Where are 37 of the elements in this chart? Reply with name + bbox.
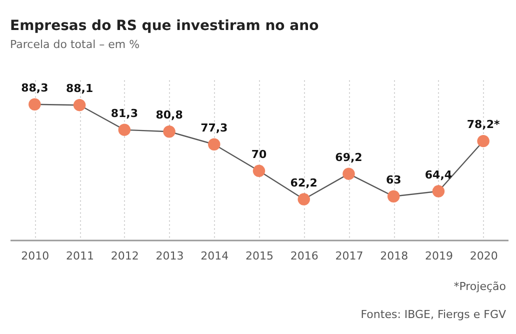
point [208, 138, 220, 150]
x-tick-label: 2014 [200, 250, 229, 262]
x-tick-label: 2010 [21, 250, 50, 262]
chart-title: Empresas do RS que investiram no ano [10, 18, 320, 34]
chart-subtitle: Parcela do total – em % [10, 38, 140, 51]
point [73, 98, 86, 112]
point [342, 168, 355, 180]
point [432, 185, 445, 198]
point [252, 164, 266, 178]
x-tick-label: 2012 [110, 250, 139, 262]
point [118, 124, 131, 136]
data-label: 70 [251, 148, 267, 161]
data-label: 63 [386, 173, 402, 186]
x-tick-label: 2016 [290, 250, 318, 262]
x-tick-label: 2011 [66, 250, 94, 262]
x-tick-label: 2019 [424, 250, 453, 262]
x-tick-label: 2017 [335, 250, 364, 262]
data-label: 77,3 [200, 121, 228, 134]
data-label: 69,2 [335, 150, 362, 164]
data-label: 81,3 [110, 106, 138, 120]
point [28, 98, 41, 110]
data-label: 88,3 [21, 81, 48, 94]
data-label: 78,2* [466, 118, 500, 132]
point [477, 134, 490, 148]
x-tick-label: 2013 [156, 250, 184, 262]
data-label: 62,2 [290, 176, 318, 190]
point [298, 193, 310, 206]
point [163, 126, 176, 138]
data-label: 88,1 [66, 82, 94, 96]
data-label: 80,8 [156, 108, 183, 122]
text: *Projeção [454, 280, 506, 293]
x-tick-label: 2018 [380, 250, 408, 262]
x-tick-label: 2015 [246, 250, 274, 262]
data-label: 64,4 [424, 168, 452, 182]
text: Fontes: IBGE, Fiergs e FGV [360, 308, 506, 321]
x-tick-label: 2020 [470, 250, 498, 262]
point [387, 190, 400, 202]
